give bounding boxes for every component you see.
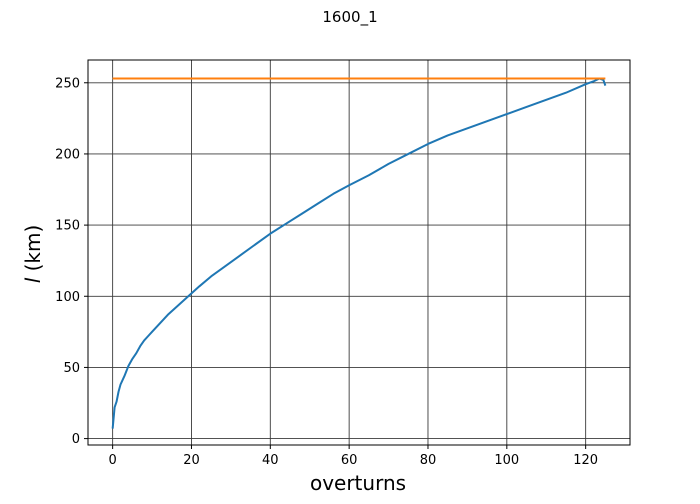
y-axis-label-unit: (km) (21, 225, 45, 278)
y-tick-label: 50 (63, 361, 80, 376)
y-tick-label: 200 (55, 147, 80, 162)
chart-title: 1600_1 (322, 8, 377, 27)
x-axis-label: overturns (310, 471, 406, 495)
x-tick-label: 20 (183, 453, 200, 468)
series-line-0 (111, 77, 607, 429)
x-tick-label: 120 (573, 453, 598, 468)
series-layer (111, 77, 607, 429)
x-tick-label: 40 (262, 453, 279, 468)
x-tick-label: 80 (420, 453, 437, 468)
plot-frame (87, 59, 631, 446)
grid-lines (88, 60, 630, 445)
y-tick-label: 0 (72, 432, 80, 447)
axis-ticks: 0 20 40 60 80 100 120 0 50 100 150 200 250 (55, 76, 598, 468)
x-tick-label: 100 (494, 453, 519, 468)
y-tick-label: 150 (55, 219, 80, 234)
y-tick-label: 250 (55, 76, 80, 91)
y-tick-label: 100 (55, 290, 80, 305)
x-tick-label: 0 (108, 453, 116, 468)
x-tick-label: 60 (341, 453, 358, 468)
y-axis-label-symbol: l (21, 277, 45, 283)
y-axis-label: l (km) (21, 225, 45, 284)
